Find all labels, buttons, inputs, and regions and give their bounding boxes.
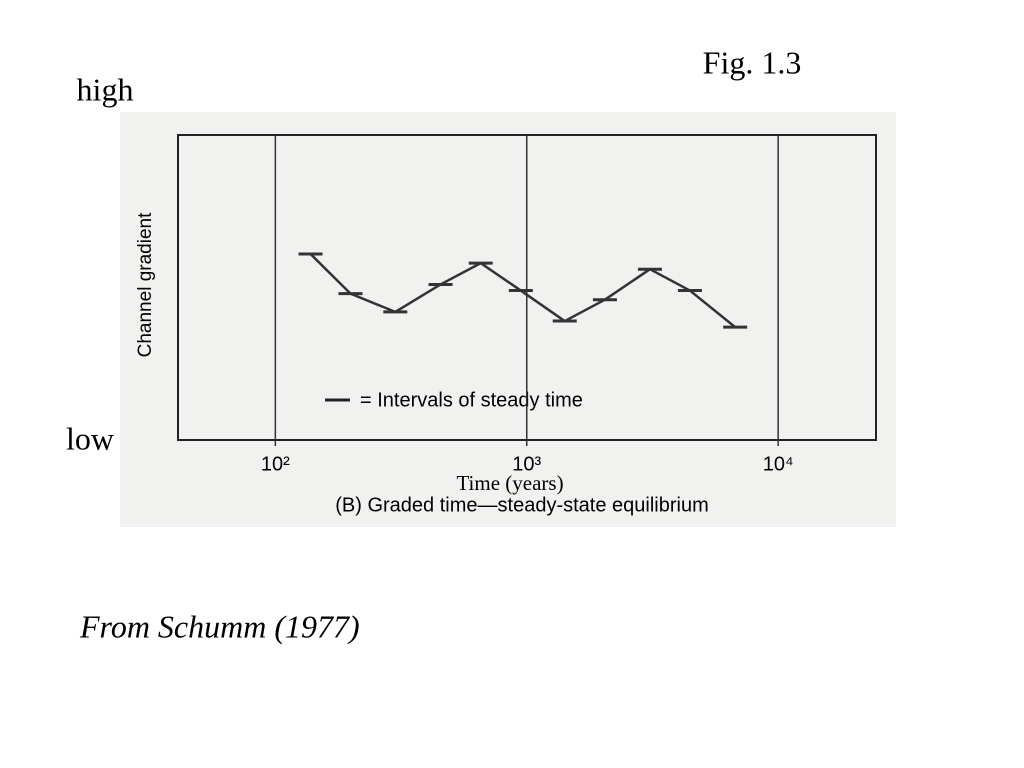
x-axis-label: Time (years) — [456, 471, 563, 495]
legend-label: = Intervals of steady time — [360, 389, 583, 411]
fig-label: Fig. 1.3 — [703, 44, 802, 80]
low-label: low — [66, 420, 114, 456]
chart-title: (B) Graded time—steady-state equilibrium — [335, 494, 708, 516]
source-note: From Schumm (1977) — [79, 608, 360, 644]
x-tick-label: 10³ — [512, 453, 541, 475]
figure-scan — [120, 112, 896, 527]
x-tick-label: 10² — [261, 453, 290, 475]
x-tick-label: 10⁴ — [763, 453, 794, 475]
high-label: high — [77, 71, 134, 107]
y-axis-label: Channel gradient — [135, 212, 156, 357]
